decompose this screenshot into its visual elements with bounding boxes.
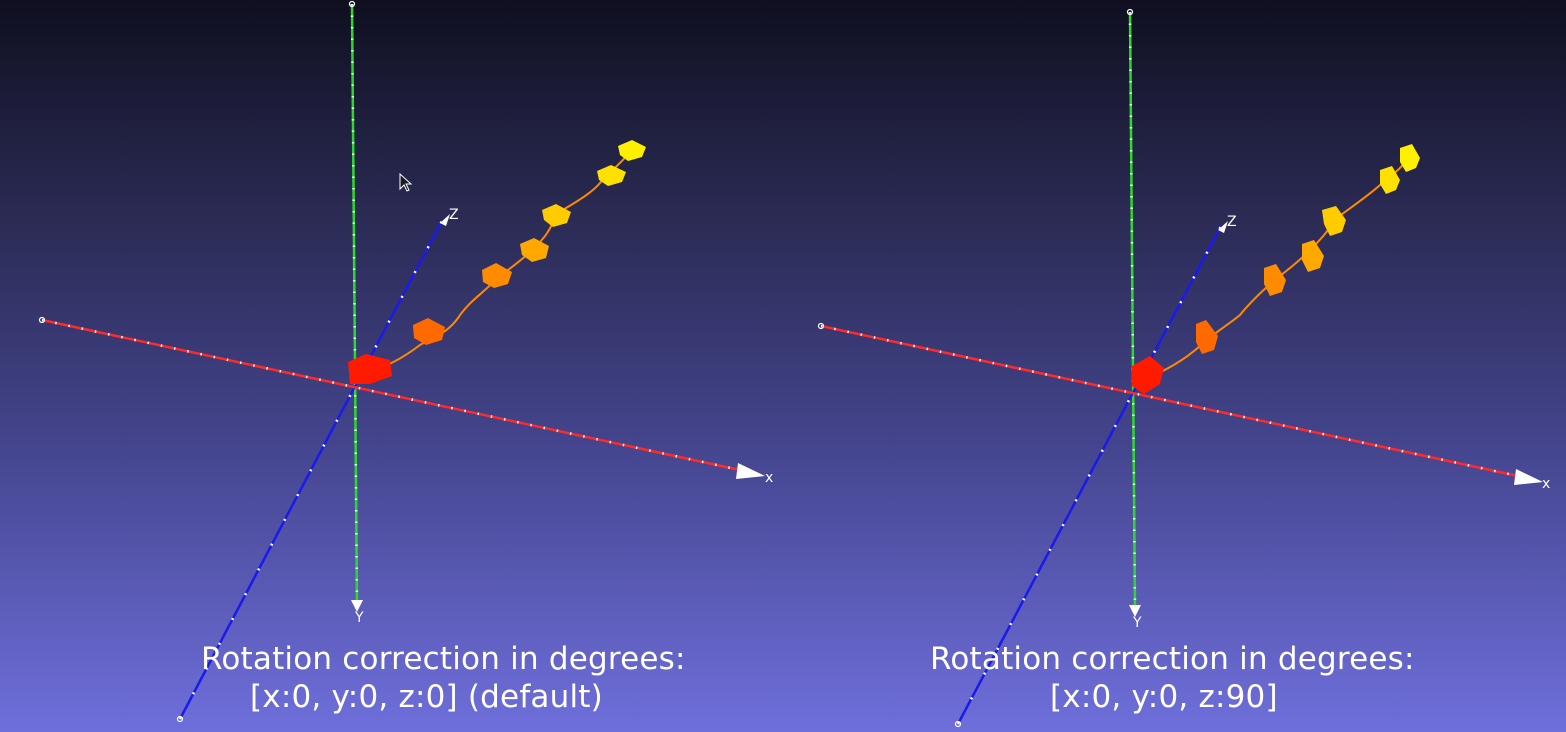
x-axis-ticks — [820, 324, 1519, 478]
pose-marker — [542, 204, 571, 227]
caption-left-line2: [x:0, y:0, z:0] (default) — [250, 679, 603, 715]
pose-marker — [520, 238, 549, 262]
z-axis-endpoint — [176, 715, 184, 723]
y-axis-label: Y — [354, 610, 364, 626]
caption-left-line1: Rotation correction in degrees: — [201, 641, 686, 677]
pose-marker — [618, 140, 646, 161]
y-axis-line — [350, 3, 359, 607]
pose-marker — [1264, 264, 1286, 296]
x-axis-ticks — [41, 318, 741, 472]
x-axis-label: x — [1542, 476, 1550, 492]
z-axis-endpoint — [954, 720, 962, 728]
pose-markers — [348, 140, 646, 384]
pose-marker — [482, 263, 512, 288]
y-axis-endpoint — [1126, 8, 1134, 16]
z-axis-line — [178, 218, 445, 720]
z-axis-arrowhead — [440, 214, 450, 226]
pose-marker — [1322, 206, 1346, 236]
pose-marker — [1132, 356, 1164, 394]
pose-marker — [413, 318, 445, 345]
x-axis-label: x — [765, 470, 773, 486]
pose-marker — [348, 354, 392, 384]
z-axis-label: Z — [1227, 214, 1237, 230]
pose-marker — [1196, 320, 1218, 354]
x-axis-arrowhead — [736, 463, 765, 479]
x-axis-arrowhead — [1514, 469, 1543, 485]
z-axis-ticks — [956, 225, 1223, 725]
pose-marker — [597, 165, 626, 186]
y-axis-endpoint — [348, 0, 356, 8]
y-axis-arrowhead — [1129, 605, 1141, 617]
pose-markers — [1132, 144, 1420, 394]
pose-marker — [1302, 240, 1324, 272]
x-axis-endpoint — [38, 316, 46, 324]
caption-right-line2: [x:0, y:0, z:90] — [1050, 679, 1278, 715]
viewport-right[interactable]: Y Z x — [817, 8, 1551, 728]
viewport-left[interactable]: Y Z x — [38, 0, 774, 723]
pose-marker — [1400, 144, 1420, 172]
y-axis-ticks — [1128, 11, 1137, 611]
z-axis-arrowhead — [1218, 221, 1228, 233]
z-axis-label: Z — [449, 207, 459, 223]
y-axis-arrowhead — [351, 600, 363, 612]
y-axis-label: Y — [1132, 615, 1142, 631]
x-axis-endpoint — [817, 322, 825, 330]
trajectory-path — [361, 151, 631, 373]
pose-marker — [1380, 166, 1400, 194]
caption-right-line1: Rotation correction in degrees: — [930, 641, 1415, 677]
arrow-cursor — [399, 172, 413, 192]
